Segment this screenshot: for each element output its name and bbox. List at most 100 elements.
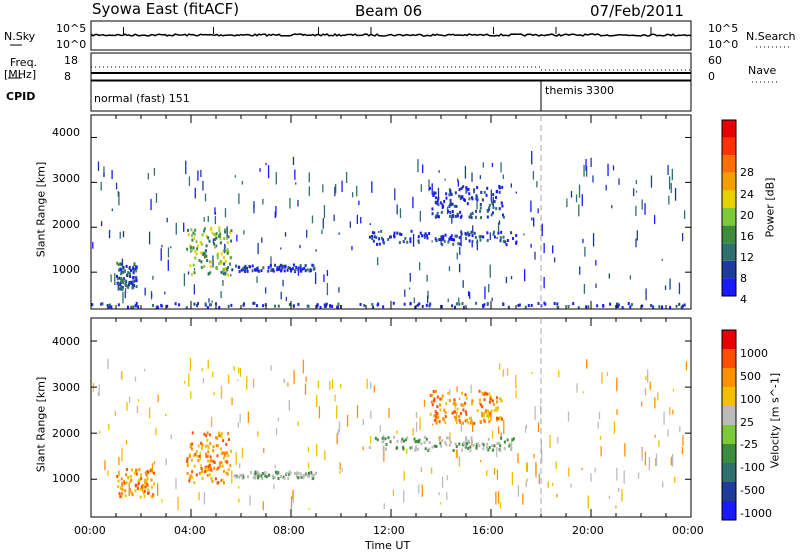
power-region-3-cell bbox=[387, 237, 390, 241]
power-region-4-cell bbox=[448, 193, 451, 197]
velocity-scatter-cell bbox=[121, 370, 123, 380]
power-region-3-cell bbox=[398, 241, 401, 245]
power-scatter-cell bbox=[341, 180, 343, 193]
power-region-2-cell bbox=[300, 269, 303, 273]
velocity-region-1-cell bbox=[207, 459, 210, 463]
power-region-1-cell bbox=[187, 233, 190, 237]
power-region-1-cell bbox=[224, 267, 227, 271]
power-region-2-cell bbox=[279, 263, 282, 267]
velocity-region-1-cell bbox=[200, 441, 203, 445]
velocity-region-1-cell bbox=[188, 479, 191, 483]
velocity-region-4-cell bbox=[438, 420, 441, 424]
power-region-5-cell bbox=[458, 302, 461, 306]
velocity-region-3-cell bbox=[482, 447, 485, 451]
power-region-4-cell bbox=[502, 215, 505, 219]
velocity-region-4-cell bbox=[437, 415, 440, 419]
power-region-2-cell bbox=[304, 269, 307, 273]
power-scatter-cell bbox=[292, 156, 295, 165]
power-scatter-cell bbox=[523, 233, 525, 236]
power-scatter-cell bbox=[498, 220, 501, 225]
power-scatter-cell bbox=[585, 159, 587, 171]
velocity-region-2-cell bbox=[297, 471, 300, 475]
velocity-scatter-cell bbox=[305, 376, 307, 382]
power-region-3-cell bbox=[457, 242, 460, 246]
power-scatter-cell bbox=[223, 243, 226, 254]
velocity-region-4-cell bbox=[490, 409, 493, 413]
velocity-scatter-cell bbox=[672, 409, 674, 415]
power-region-1-cell bbox=[215, 244, 218, 248]
velocity-scatter-cell bbox=[586, 359, 588, 369]
power-region-5-cell bbox=[292, 304, 295, 308]
velocity-region-4-cell bbox=[479, 420, 482, 424]
velocity-scatter-cell bbox=[339, 470, 341, 475]
power-region-4-cell bbox=[471, 197, 474, 201]
power-region-2-cell bbox=[254, 268, 257, 272]
power-region-2-cell bbox=[278, 265, 281, 269]
power-region-4-cell bbox=[491, 201, 494, 205]
power-scatter-cell bbox=[183, 273, 186, 287]
power-scatter-cell bbox=[155, 193, 158, 203]
power-region-2-cell bbox=[303, 266, 306, 270]
power-region-0-cell bbox=[116, 274, 119, 278]
power-region-0-cell bbox=[122, 277, 125, 281]
power-region-0-cell bbox=[116, 261, 119, 265]
power-region-5-cell bbox=[409, 302, 412, 306]
velocity-scatter-cell bbox=[302, 359, 305, 374]
power-scatter-cell bbox=[491, 297, 493, 302]
velocity-scatter-cell bbox=[170, 434, 172, 440]
power-region-2-cell bbox=[276, 268, 279, 272]
freq-label: Freq. bbox=[10, 56, 38, 69]
power-scatter-cell bbox=[575, 194, 578, 203]
velocity-scatter-cell bbox=[640, 401, 643, 407]
power-scatter-cell bbox=[578, 204, 580, 217]
x-tick: 00:00 bbox=[74, 524, 106, 537]
velocity-region-1-cell bbox=[206, 474, 209, 478]
velocity-scatter-cell bbox=[121, 447, 123, 462]
velocity-scatter-cell bbox=[498, 363, 501, 370]
velocity-region-3-cell bbox=[464, 443, 467, 447]
power-region-1-cell bbox=[216, 267, 219, 271]
power-region-5-cell bbox=[110, 305, 113, 309]
power-region-5-cell bbox=[556, 302, 559, 306]
velocity-scatter-cell bbox=[449, 389, 451, 395]
velocity-scatter-cell bbox=[362, 419, 364, 426]
power-scatter-cell bbox=[431, 240, 433, 243]
power-scatter-cell bbox=[534, 251, 536, 260]
nsky-trace bbox=[90, 33, 692, 37]
velocity-region-3-cell bbox=[465, 436, 468, 440]
velocity-region-0-cell bbox=[149, 469, 152, 473]
power-region-1-cell bbox=[229, 262, 232, 266]
power-region-4-cell bbox=[465, 190, 468, 194]
power-region-5-cell bbox=[577, 306, 580, 310]
velocity-region-3-cell bbox=[470, 436, 473, 440]
power-region-2-cell bbox=[295, 265, 298, 269]
velocity-region-0-cell bbox=[133, 471, 136, 475]
velocity-scatter-cell bbox=[641, 447, 643, 462]
power-scatter-cell bbox=[111, 208, 113, 212]
velocity-region-0-cell bbox=[147, 491, 150, 495]
velocity-scatter-cell bbox=[446, 475, 448, 481]
velocity-region-0-cell bbox=[117, 479, 120, 483]
power-scatter-cell bbox=[97, 161, 100, 172]
velocity-scatter-cell bbox=[318, 406, 321, 419]
power-region-3-cell bbox=[378, 237, 381, 241]
power-region-5-cell bbox=[530, 303, 533, 307]
velocity-region-3-cell bbox=[448, 443, 451, 447]
power-scatter-cell bbox=[264, 287, 267, 294]
velocity-scatter-cell bbox=[237, 367, 240, 374]
velocity-region-3-cell bbox=[482, 443, 485, 447]
velocity-region-1-cell bbox=[188, 453, 191, 457]
velocity-region-0-cell bbox=[118, 492, 121, 496]
velocity-region-4-cell bbox=[431, 393, 434, 397]
velocity-region-0-cell bbox=[150, 485, 153, 489]
velocity-scatter-cell bbox=[679, 426, 681, 433]
power-region-5-cell bbox=[585, 305, 588, 309]
velocity-scatter-cell bbox=[338, 421, 341, 433]
power-region-2-cell bbox=[269, 263, 272, 267]
power-region-2-cell bbox=[283, 269, 286, 273]
velocity-scatter-cell bbox=[570, 483, 572, 488]
power-scatter-cell bbox=[284, 232, 287, 237]
power-region-3-cell bbox=[396, 231, 399, 235]
velocity-region-1-cell bbox=[221, 478, 224, 482]
velocity-region-3-cell bbox=[458, 442, 461, 446]
